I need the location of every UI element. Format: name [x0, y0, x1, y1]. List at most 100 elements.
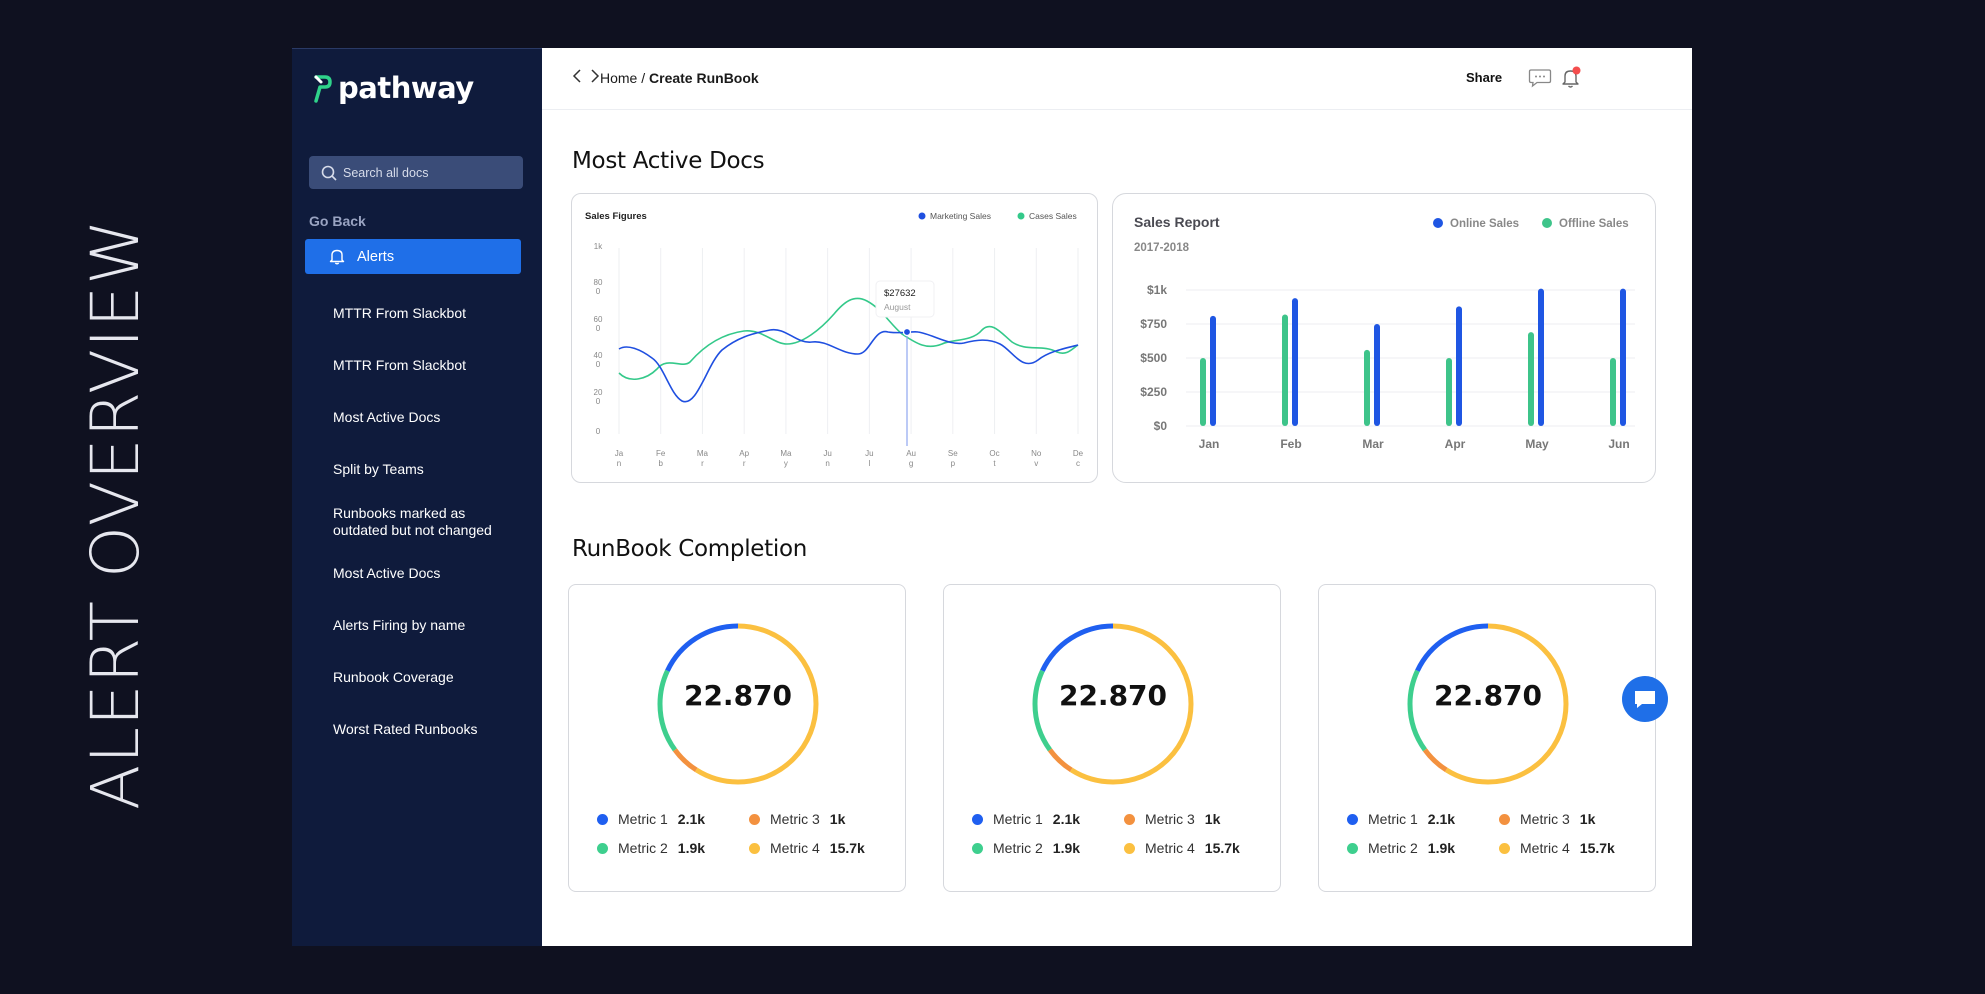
search-input[interactable] — [343, 165, 513, 180]
metric-item: Metric 4 15.7k — [1124, 840, 1240, 856]
metric-value: 1.9k — [1427, 840, 1456, 856]
bar-x-tick-3: Apr — [1445, 437, 1466, 451]
sales-report-card: Sales Report 2017-2018 Online Sales Offline… — [1112, 193, 1656, 483]
sidebar-item-worst-rated[interactable]: Worst Rated Runbooks — [333, 721, 478, 737]
notification-bell-icon[interactable] — [1560, 66, 1582, 90]
chevron-left-icon[interactable] — [572, 69, 582, 83]
sidebar-item-outdated-runbooks[interactable]: Runbooks marked as outdated but not chan… — [333, 505, 492, 538]
go-back-link[interactable]: Go Back — [309, 213, 366, 229]
x-tick-1: Fe — [656, 449, 666, 458]
chat-bubble-icon[interactable] — [1528, 68, 1552, 88]
sidebar-item-alerts-firing[interactable]: Alerts Firing by name — [333, 617, 466, 633]
metric-dot — [1124, 813, 1135, 825]
legend-label-0: Marketing Sales — [930, 211, 991, 221]
bar-chart-subtitle: 2017-2018 — [1134, 242, 1190, 254]
bar-y-tick-1: $750 — [1140, 317, 1167, 331]
metric-dot — [597, 813, 608, 825]
sidebar-item-most-active-docs-2[interactable]: Most Active Docs — [333, 565, 441, 581]
sales-figures-card: Sales Figures Marketing Sales Cases Sales J… — [571, 193, 1098, 483]
sidebar-item-runbook-coverage[interactable]: Runbook Coverage — [333, 669, 454, 685]
bar-jun-online-sales — [1620, 288, 1626, 426]
chevron-right-icon[interactable] — [590, 69, 600, 83]
metric-item: Metric 3 1k — [1499, 811, 1595, 827]
top-bar: Home / Create RunBook Share — [542, 48, 1692, 110]
metric-value: 2.1k — [1052, 811, 1081, 827]
y-tick-0: 1k — [594, 242, 603, 251]
donut-value: 22.870 — [1433, 679, 1543, 712]
y-tick-5: 0 — [596, 427, 601, 436]
donut-segment-1 — [1032, 623, 1194, 785]
completion-card-3: 22.870 Metric 1 2.1k Metric 3 1k Metric 2 1.9k… — [1318, 584, 1656, 892]
bar-x-tick-1: Feb — [1280, 437, 1301, 451]
donut-chart — [657, 623, 819, 785]
sidebar-item-mttr-slackbot-2[interactable]: MTTR From Slackbot — [333, 357, 467, 373]
metric-dot — [1124, 842, 1135, 854]
y-tick-sub-1: 0 — [596, 287, 601, 296]
metric-item: Metric 1 2.1k — [1347, 811, 1455, 827]
share-button[interactable]: Share — [1466, 70, 1503, 85]
x-tick-8: Se — [948, 449, 958, 458]
x-tick-sub-11: c — [1076, 459, 1080, 468]
metric-dot — [1499, 813, 1510, 825]
metric-name: Metric 4 — [1520, 840, 1570, 856]
brand-logo[interactable]: pathway — [312, 71, 474, 105]
metric-value: 2.1k — [1427, 811, 1456, 827]
bar-may-offline-sales — [1528, 332, 1534, 426]
metric-name: Metric 3 — [1520, 811, 1570, 827]
breadcrumb-current: Create RunBook — [649, 70, 759, 86]
metric-value: 1.9k — [677, 840, 706, 856]
x-tick-sub-9: t — [993, 459, 996, 468]
bar-x-tick-2: Mar — [1362, 437, 1384, 451]
metric-dot — [972, 813, 983, 825]
donut-segment-3 — [657, 623, 819, 785]
bar-jan-offline-sales — [1200, 358, 1206, 426]
sidebar-item-split-by-teams[interactable]: Split by Teams — [333, 461, 424, 477]
bar-y-tick-0: $1k — [1147, 283, 1167, 297]
sales-figures-chart: Sales Figures Marketing Sales Cases Sales J… — [585, 211, 1084, 468]
y-tick-2: 60 — [594, 315, 603, 324]
metric-value: 2.1k — [677, 811, 706, 827]
x-tick-5: Ju — [823, 449, 831, 458]
legend-label-1: Cases Sales — [1029, 211, 1077, 221]
metric-value: 1.9k — [1052, 840, 1081, 856]
bar-x-tick-5: Jun — [1608, 437, 1629, 451]
metric-name: Metric 4 — [770, 840, 820, 856]
chat-launcher-button[interactable] — [1622, 676, 1668, 722]
donut-ring — [657, 623, 819, 785]
x-tick-sub-10: v — [1034, 459, 1038, 468]
tooltip-box — [875, 280, 935, 318]
metric-value: 15.7k — [829, 840, 865, 856]
brand-name: pathway — [338, 71, 474, 105]
search-box[interactable] — [309, 156, 523, 189]
bar-y-tick-2: $500 — [1140, 351, 1167, 365]
sidebar-item-mttr-slackbot[interactable]: MTTR From Slackbot — [333, 305, 467, 321]
x-tick-11: De — [1073, 449, 1084, 458]
y-tick-1: 80 — [594, 278, 603, 287]
x-tick-9: Oc — [989, 449, 999, 458]
tooltip-label: August — [884, 302, 911, 312]
metric-value: 15.7k — [1204, 840, 1240, 856]
completion-card-2: 22.870 Metric 1 2.1k Metric 3 1k Metric 2 1.9k… — [943, 584, 1281, 892]
metric-name: Metric 2 — [993, 840, 1043, 856]
x-tick-10: No — [1031, 449, 1042, 458]
metric-item: Metric 2 1.9k — [972, 840, 1080, 856]
metric-value: 15.7k — [1579, 840, 1615, 856]
bar-jun-offline-sales — [1610, 358, 1616, 426]
bar-feb-online-sales — [1292, 298, 1298, 426]
bar-jan-online-sales — [1210, 315, 1216, 426]
metric-value: 1k — [1579, 811, 1596, 827]
bar-legend-dot-0 — [1542, 218, 1552, 228]
sidebar-item-alerts[interactable]: Alerts — [305, 239, 521, 274]
metric-name: Metric 4 — [1145, 840, 1195, 856]
bar-legend-label-0: Offline Sales — [1559, 218, 1629, 230]
y-tick-sub-3: 0 — [596, 360, 601, 369]
x-tick-sub-1: b — [659, 459, 664, 468]
completion-card-1: 22.870 Metric 1 2.1k Metric 3 1k Metric 2 1.9k… — [568, 584, 906, 892]
x-tick-sub-8: p — [951, 459, 956, 468]
breadcrumb-home[interactable]: Home / — [600, 70, 646, 86]
tooltip-value: $27632 — [884, 288, 916, 299]
donut-ring — [1032, 623, 1194, 785]
sidebar-item-most-active-docs[interactable]: Most Active Docs — [333, 409, 441, 425]
metric-dot — [1347, 842, 1358, 854]
donut-chart — [1032, 623, 1194, 785]
